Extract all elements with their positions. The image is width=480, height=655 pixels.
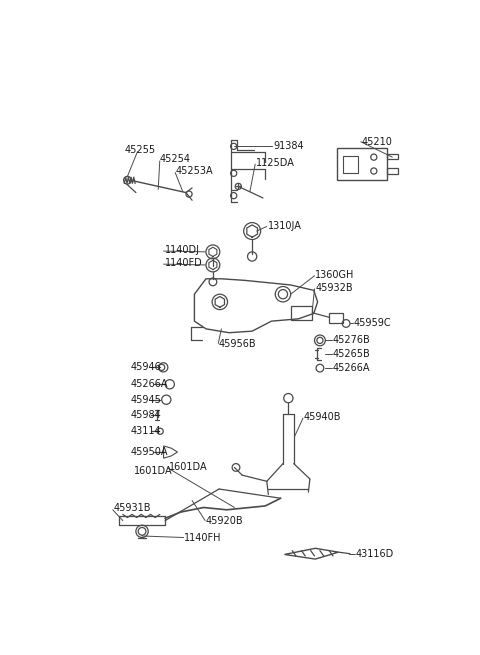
Text: 45940B: 45940B: [304, 413, 341, 422]
Text: 45931B: 45931B: [114, 503, 151, 514]
Text: 45266A: 45266A: [333, 363, 371, 373]
Text: 45266A: 45266A: [131, 379, 168, 389]
Text: 45959C: 45959C: [354, 318, 391, 328]
Text: 45920B: 45920B: [206, 515, 243, 525]
Bar: [291, 306, 312, 320]
Text: 45956B: 45956B: [219, 339, 257, 349]
Text: 45254: 45254: [160, 155, 191, 164]
Text: 45265B: 45265B: [333, 349, 371, 359]
Text: 1140DJ: 1140DJ: [165, 244, 200, 255]
Text: 1125DA: 1125DA: [256, 159, 295, 168]
Text: 43116D: 43116D: [355, 549, 394, 559]
Bar: [329, 312, 343, 324]
Text: 43114: 43114: [131, 426, 161, 436]
Text: 1360GH: 1360GH: [315, 270, 355, 280]
Text: 45932B: 45932B: [315, 283, 353, 293]
Text: 45210: 45210: [361, 137, 392, 147]
Text: 1601DA: 1601DA: [134, 466, 173, 476]
Text: 45950A: 45950A: [131, 447, 168, 457]
Text: 1601DA: 1601DA: [169, 462, 208, 472]
Text: 1310JA: 1310JA: [267, 221, 301, 231]
Text: 45255: 45255: [124, 145, 156, 155]
Text: 45984: 45984: [131, 410, 161, 420]
Text: 1140FD: 1140FD: [165, 257, 203, 268]
Text: 1140FH: 1140FH: [184, 533, 222, 542]
Text: 45253A: 45253A: [175, 166, 213, 176]
Text: 45945: 45945: [131, 395, 161, 405]
Text: 45276B: 45276B: [333, 335, 371, 345]
Text: 91384: 91384: [273, 141, 303, 151]
Text: 45946: 45946: [131, 362, 161, 372]
